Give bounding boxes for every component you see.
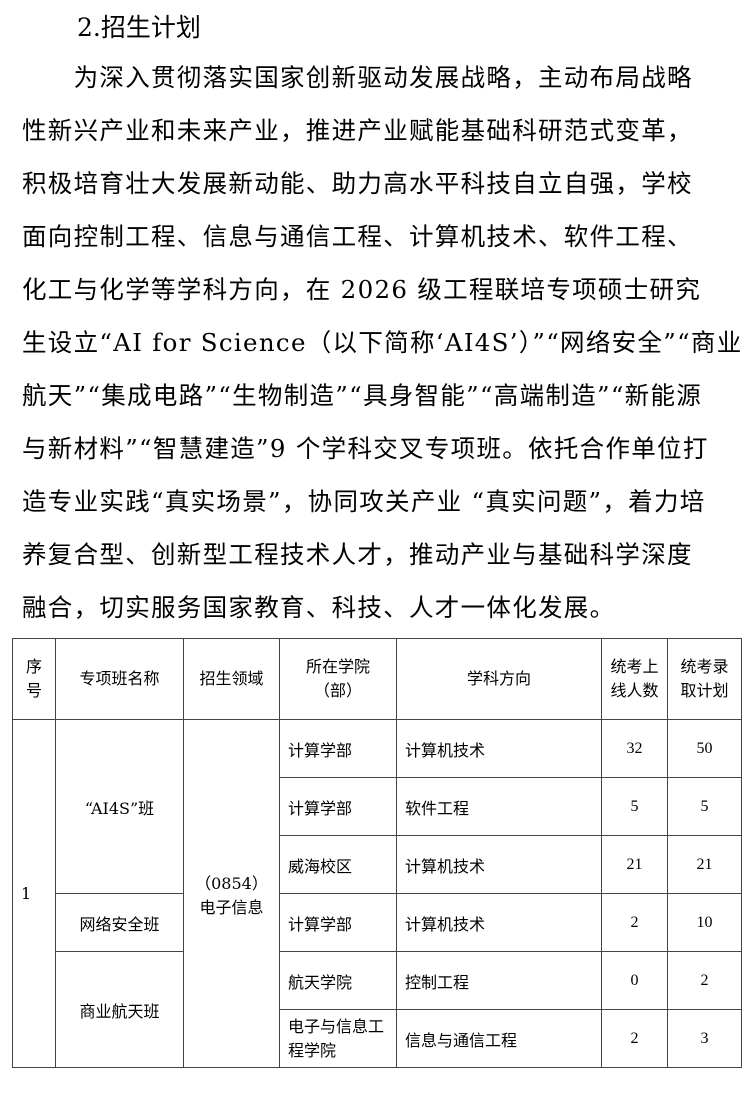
header-online: 统考上线人数 — [601, 638, 668, 720]
table-header-row: 序号 专项班名称 招生领域 所在学院（部） 学科方向 统考上线人数 统考录取计划 — [12, 638, 742, 720]
header-field: 招生领域 — [183, 638, 280, 720]
direction-cell: 计算机技术 — [396, 835, 602, 894]
header-index: 序号 — [12, 638, 56, 720]
class-name-cell: 商业航天班 — [55, 951, 184, 1068]
table-row: 威海校区 计算机技术 21 21 — [13, 835, 742, 894]
paragraph-line: 航天”“集成电路”“生物制造”“具身智能”“高端制造”“新能源 — [22, 381, 703, 410]
paragraph-line: 积极培育壮大发展新动能、助力高水平科技自立自强，学校 — [22, 169, 693, 198]
direction-cell: 控制工程 — [396, 951, 602, 1010]
paragraph-line: 面向控制工程、信息与通信工程、计算机技术、软件工程、 — [22, 222, 693, 251]
table-row: 商业航天班 航天学院 控制工程 0 2 — [13, 951, 742, 1068]
plan-cell: 2 — [667, 951, 742, 1010]
paragraph-line: 为深入贯彻落实国家创新驱动发展战略，主动布局战略 — [22, 63, 693, 92]
online-cell: 0 — [601, 951, 668, 1010]
paragraph-line: 与新材料”“智慧建造”9 个学科交叉专项班。依托合作单位打 — [22, 434, 709, 463]
field-cell: （0854）电子信息 — [183, 719, 280, 1068]
plan-cell: 5 — [667, 777, 742, 836]
college-cell: 计算学部 — [279, 893, 397, 952]
direction-cell: 计算机技术 — [396, 893, 602, 952]
plan-cell: 10 — [667, 893, 742, 952]
online-cell: 2 — [601, 1009, 668, 1068]
direction-cell: 计算机技术 — [396, 719, 602, 778]
direction-cell: 软件工程 — [396, 777, 602, 836]
college-cell: 威海校区 — [279, 835, 397, 894]
header-class-name: 专项班名称 — [55, 638, 184, 720]
index-cell: 1 — [12, 719, 56, 1068]
class-name-cell: 网络安全班 — [55, 893, 184, 952]
plan-cell: 50 — [667, 719, 742, 778]
paragraph-line: 造专业实践“真实场景”，协同攻关产业 “真实问题”，着力培 — [22, 487, 706, 516]
table-row: 电子与信息工程学院 信息与通信工程 2 3 — [13, 1009, 742, 1068]
enrollment-table: 序号 专项班名称 招生领域 所在学院（部） 学科方向 统考上线人数 统考录取计划… — [12, 638, 742, 1068]
body-paragraph: 为深入贯彻落实国家创新驱动发展战略，主动布局战略 性新兴产业和未来产业，推进产业… — [22, 58, 742, 641]
college-cell: 电子与信息工程学院 — [279, 1009, 397, 1068]
online-cell: 2 — [601, 893, 668, 952]
plan-cell: 3 — [667, 1009, 742, 1068]
plan-cell: 21 — [667, 835, 742, 894]
paragraph-line: 性新兴产业和未来产业，推进产业赋能基础科研范式变革， — [22, 116, 693, 145]
online-cell: 21 — [601, 835, 668, 894]
header-direction: 学科方向 — [396, 638, 602, 720]
class-name-cell: “AI4S”班 — [55, 719, 184, 894]
paragraph-line: 养复合型、创新型工程技术人才，推动产业与基础科学深度 — [22, 540, 693, 569]
paragraph-line: 生设立“AI for Science（以下简称‘AI4S’）”“网络安全”“商业 — [22, 328, 743, 357]
paragraph-line: 化工与化学等学科方向，在 2026 级工程联培专项硕士研究 — [22, 275, 702, 304]
table-row: 计算学部 软件工程 5 5 — [13, 777, 742, 836]
table-row: 1 “AI4S”班 （0854）电子信息 计算学部 计算机技术 32 50 — [12, 719, 742, 1068]
college-cell: 计算学部 — [279, 719, 397, 778]
college-cell: 计算学部 — [279, 777, 397, 836]
table-row: 网络安全班 计算学部 计算机技术 2 10 — [13, 893, 742, 952]
online-cell: 5 — [601, 777, 668, 836]
direction-cell: 信息与通信工程 — [396, 1009, 602, 1068]
header-college: 所在学院（部） — [279, 638, 397, 720]
section-heading: 2.招生计划 — [77, 13, 201, 42]
header-plan: 统考录取计划 — [667, 638, 742, 720]
online-cell: 32 — [601, 719, 668, 778]
college-cell: 航天学院 — [279, 951, 397, 1010]
paragraph-line: 融合，切实服务国家教育、科技、人才一体化发展。 — [22, 593, 616, 622]
